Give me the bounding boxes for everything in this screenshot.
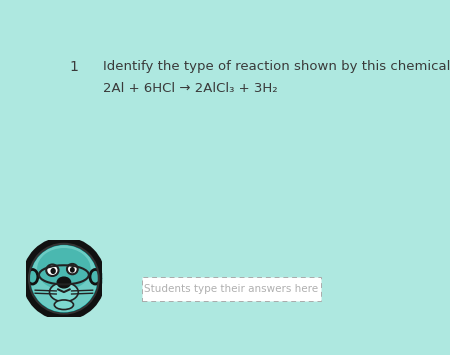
Text: 1: 1	[69, 60, 78, 74]
Text: Identify the type of reaction shown by this chemical equation:: Identify the type of reaction shown by t…	[104, 60, 450, 73]
Text: 2Al + 6HCl → 2AlCl₃ + 3H₂: 2Al + 6HCl → 2AlCl₃ + 3H₂	[104, 82, 278, 95]
Ellipse shape	[46, 264, 58, 276]
Ellipse shape	[67, 264, 78, 274]
FancyBboxPatch shape	[142, 277, 321, 301]
Ellipse shape	[37, 248, 91, 290]
Ellipse shape	[54, 300, 73, 310]
Ellipse shape	[50, 268, 56, 274]
Ellipse shape	[27, 269, 38, 284]
Ellipse shape	[57, 277, 71, 288]
Ellipse shape	[50, 283, 78, 302]
Ellipse shape	[90, 269, 101, 284]
Ellipse shape	[70, 267, 75, 273]
Ellipse shape	[30, 245, 98, 312]
Text: Students type their answers here: Students type their answers here	[144, 284, 319, 294]
